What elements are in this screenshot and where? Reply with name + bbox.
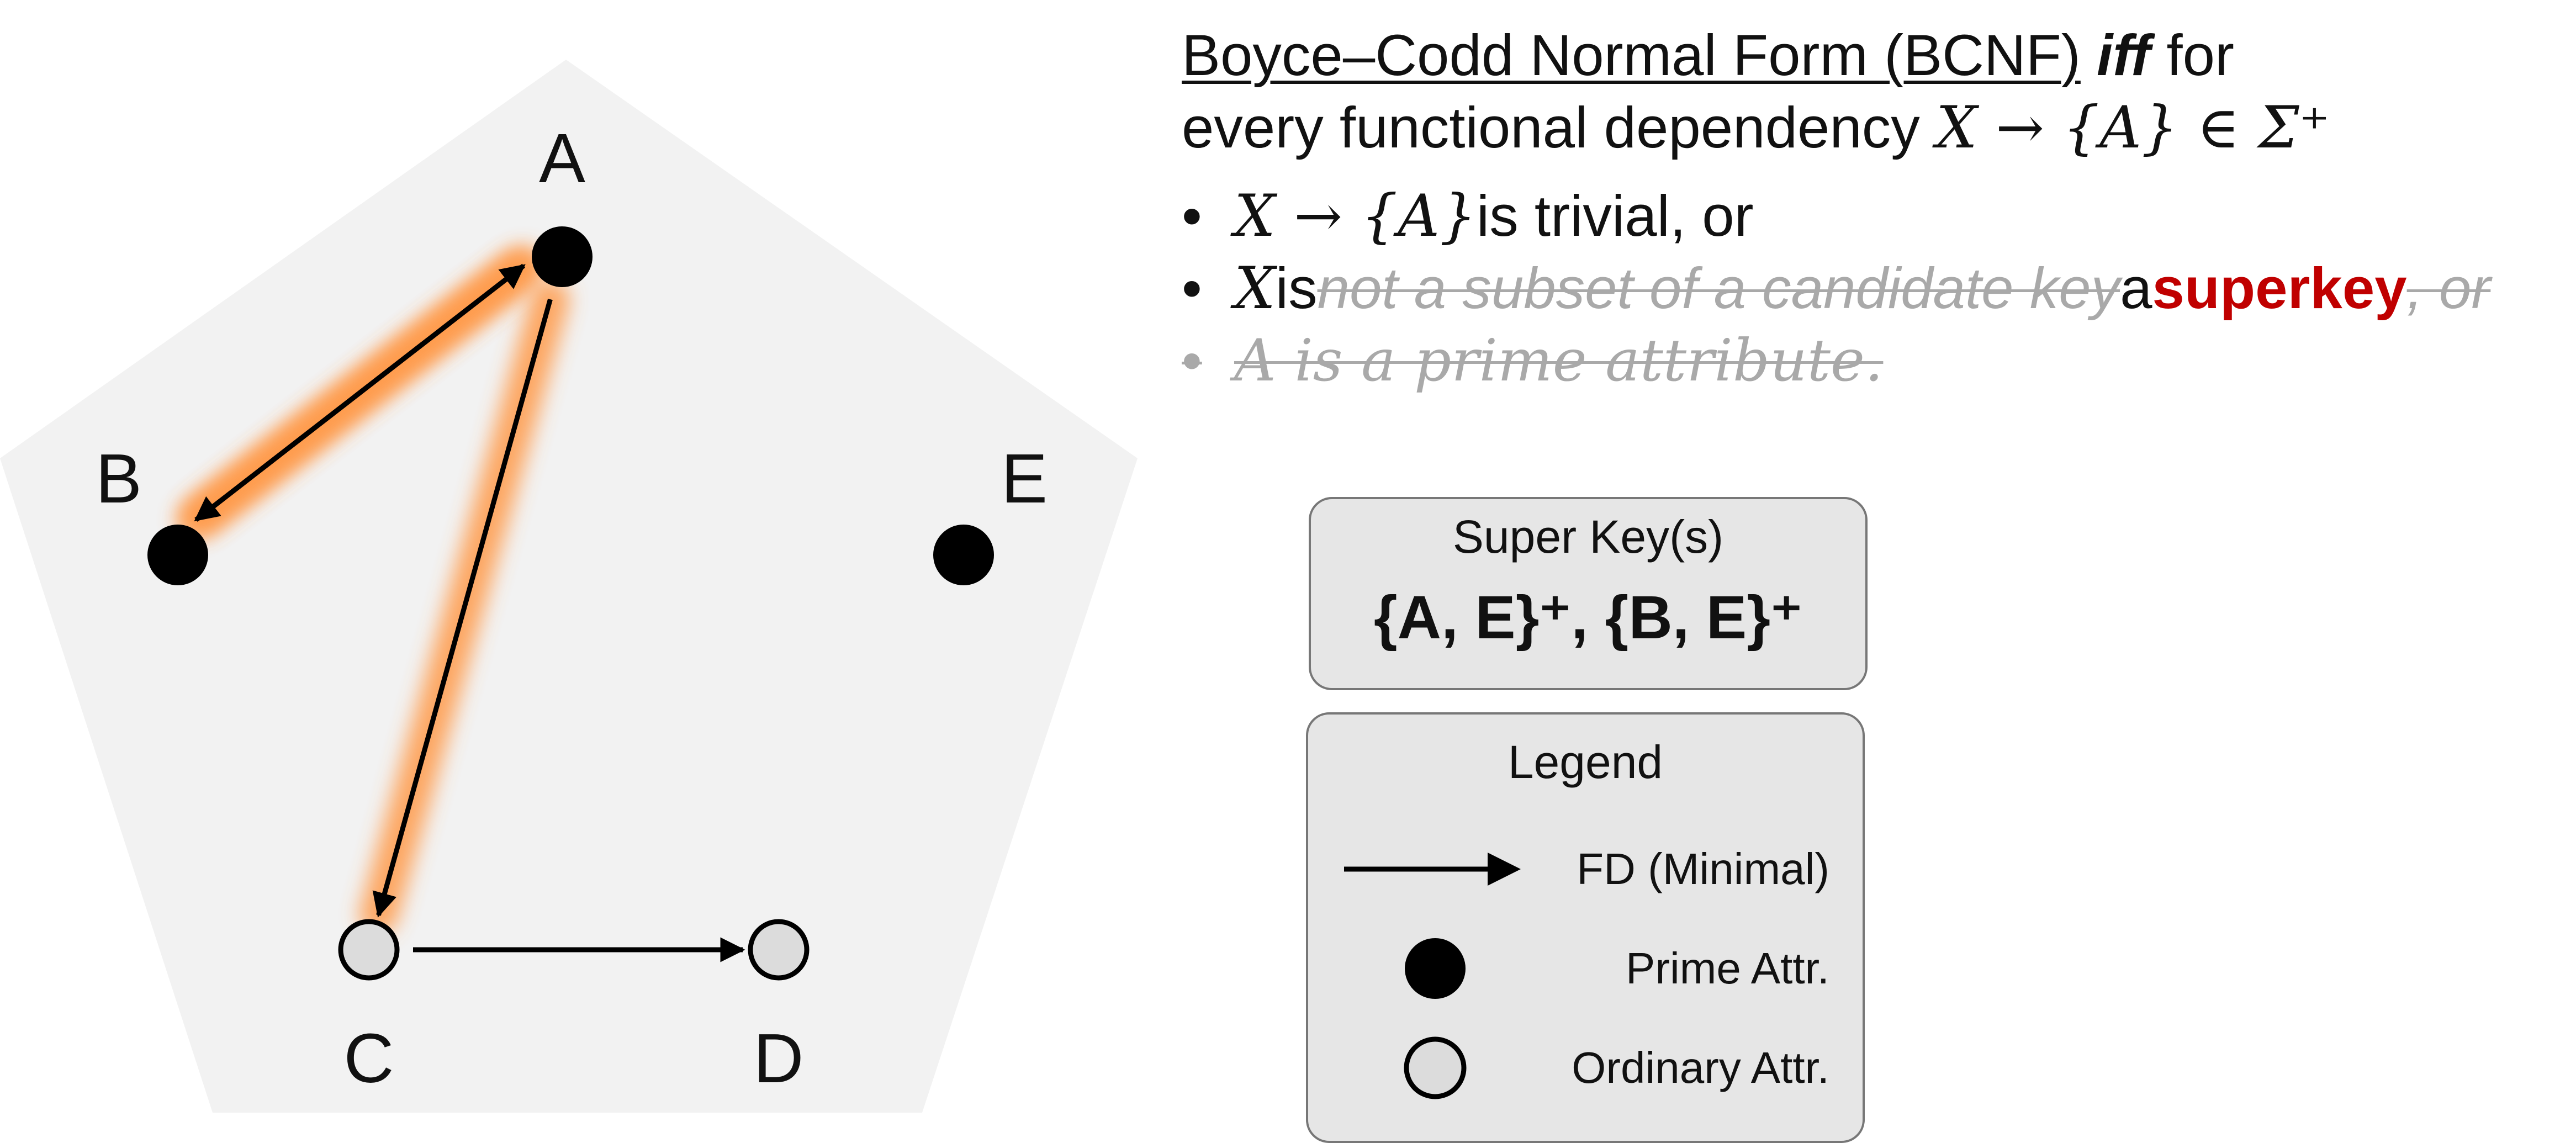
superkey-box: Super Key(s) {A, E}⁺, {B, E}⁺ <box>1309 497 1868 690</box>
struck-or: , or <box>2406 256 2491 321</box>
node-label-E: E <box>1001 440 1048 517</box>
condition-prime-struck: • A is a prime attribute. <box>1182 325 2562 397</box>
bullet1-math: X → {A} <box>1234 182 1477 250</box>
iff-keyword: iff <box>2097 23 2151 88</box>
condition-superkey: • X is not a subset of a candidate key a… <box>1182 252 2562 325</box>
label-layer: A B C D E <box>96 119 1048 1097</box>
bcnf-definition: Boyce–Codd Normal Form (BCNF) iff for ev… <box>1182 19 2562 397</box>
superkey-highlight: superkey <box>2152 256 2407 321</box>
edge-layer <box>194 263 745 962</box>
definition-title-line: Boyce–Codd Normal Form (BCNF) iff for <box>1182 19 2562 92</box>
node-A-prime <box>532 226 593 287</box>
superkey-title: Super Key(s) <box>1452 511 1724 563</box>
bullet2-math: X <box>1234 254 1276 322</box>
fd-arrow-B-A <box>201 263 526 517</box>
title-tail: for <box>2150 23 2234 88</box>
node-label-A: A <box>539 119 585 197</box>
node-C-ordinary <box>338 919 400 981</box>
legend-item-prime: Prime Attr. <box>1308 935 1863 1002</box>
fd-arrow-A-C <box>372 298 553 918</box>
legend-item-ordinary: Ordinary Attr. <box>1308 1035 1863 1101</box>
legend-item-fd: FD (Minimal) <box>1308 836 1863 902</box>
bullet-dot: • <box>1182 329 1202 393</box>
hollow-circle-icon <box>1404 1036 1467 1099</box>
relation-pentagon <box>0 60 1138 1113</box>
line2-text: every functional dependency <box>1182 96 1936 161</box>
node-label-D: D <box>754 1019 804 1097</box>
node-E-prime <box>933 525 994 585</box>
legend-label-prime: Prime Attr. <box>1626 944 1829 993</box>
bullet-dot: • <box>1182 183 1202 248</box>
condition-trivial: • X → {A} is trivial, or <box>1182 180 2562 252</box>
definition-title: Boyce–Codd Normal Form (BCNF) <box>1182 23 2081 88</box>
legend-box: Legend FD (Minimal) Prime Attr. Ordinary… <box>1306 712 1865 1143</box>
line2-math: X → {A} ∈ Σ⁺ <box>1935 94 2330 162</box>
node-layer <box>147 226 994 981</box>
legend-label-ordinary: Ordinary Attr. <box>1572 1043 1829 1092</box>
legend-label-fd: FD (Minimal) <box>1577 844 1829 893</box>
filled-circle-icon <box>1405 938 1466 999</box>
bullet-dot: • <box>1182 256 1202 321</box>
bullet2-is: is <box>1275 256 1318 321</box>
condition-list: • X → {A} is trivial, or • X is not a su… <box>1182 180 2562 398</box>
bullet2-a: a <box>2120 256 2152 321</box>
node-B-prime <box>147 525 208 585</box>
node-label-B: B <box>96 440 142 517</box>
bullet1-text: is trivial, or <box>1476 183 1754 248</box>
superkey-value: {A, E}⁺, {B, E}⁺ <box>1373 584 1803 652</box>
struck-prime-attribute: A is a prime attribute. <box>1234 327 1884 394</box>
arrow-icon <box>1344 853 1521 886</box>
legend-title: Legend <box>1507 736 1663 788</box>
node-label-C: C <box>344 1019 394 1097</box>
struck-candidate-key: not a subset of a candidate key <box>1317 256 2120 321</box>
node-D-ordinary <box>748 919 810 981</box>
definition-line-2: every functional dependency X → {A} ∈ Σ⁺ <box>1182 92 2562 164</box>
